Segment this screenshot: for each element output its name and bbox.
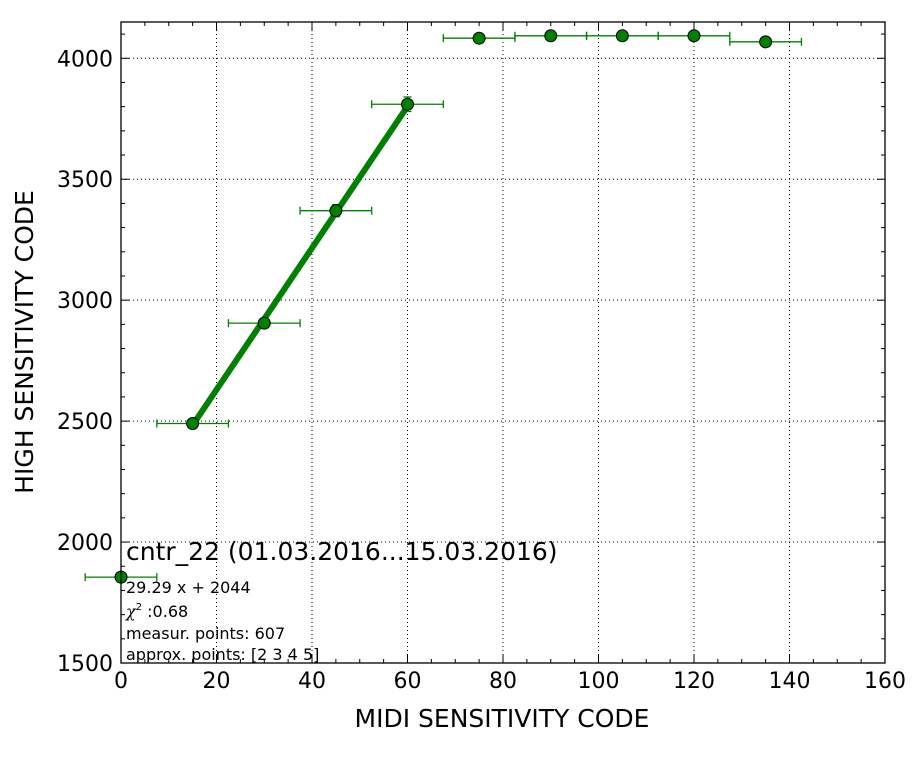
annotation-box: cntr_22 (01.03.2016...15.03.2016) 29.29 … bbox=[125, 537, 558, 664]
x-tick-label: 120 bbox=[673, 669, 715, 694]
x-tick-labels: 0 20 40 60 80 100 120 140 160 bbox=[114, 669, 906, 694]
annotation-chi2: χ2 :0.68 bbox=[125, 602, 188, 621]
data-point bbox=[615, 29, 629, 43]
chi-exponent: 2 bbox=[136, 602, 142, 613]
x-tick-label: 100 bbox=[578, 669, 620, 694]
fit-line bbox=[190, 104, 410, 427]
annotation-measur-points: measur. points: 607 bbox=[126, 624, 285, 643]
x-tick-label: 60 bbox=[394, 669, 422, 694]
annotation-title: cntr_22 (01.03.2016...15.03.2016) bbox=[126, 537, 558, 566]
x-tick-label: 140 bbox=[769, 669, 811, 694]
x-tick-label: 160 bbox=[864, 669, 906, 694]
annotation-approx-points: approx. points: [2 3 4 5] bbox=[126, 645, 319, 664]
y-tick-label: 2500 bbox=[57, 410, 113, 435]
x-tick-label: 0 bbox=[114, 669, 128, 694]
y-tick-label: 3000 bbox=[57, 289, 113, 314]
chi-value: :0.68 bbox=[142, 602, 188, 621]
data-point bbox=[257, 316, 271, 330]
ticks bbox=[120, 22, 886, 664]
y-tick-label: 1500 bbox=[57, 652, 113, 677]
x-tick-label: 80 bbox=[489, 669, 517, 694]
data-points bbox=[114, 29, 773, 584]
x-tick-label: 20 bbox=[203, 669, 231, 694]
fit-line-group bbox=[190, 104, 410, 427]
data-point bbox=[401, 97, 414, 111]
x-tick-label: 40 bbox=[298, 669, 326, 694]
x-axis-label: MIDI SENSITIVITY CODE bbox=[355, 704, 650, 733]
annotation-equation: 29.29 x + 2044 bbox=[126, 578, 251, 597]
data-point bbox=[329, 204, 343, 218]
data-point bbox=[687, 29, 701, 43]
y-tick-label: 2000 bbox=[57, 531, 113, 556]
chi-symbol: χ bbox=[125, 602, 137, 621]
y-axis-label: HIGH SENSITIVITY CODE bbox=[10, 190, 39, 494]
y-tick-label: 3500 bbox=[57, 168, 113, 193]
data-point bbox=[759, 35, 773, 49]
data-point bbox=[186, 417, 200, 431]
data-point bbox=[472, 31, 486, 45]
data-point bbox=[544, 29, 558, 43]
y-tick-label: 4000 bbox=[57, 47, 113, 72]
y-tick-labels: 1500 2000 2500 3000 3500 4000 bbox=[57, 47, 113, 677]
grid bbox=[121, 22, 885, 663]
